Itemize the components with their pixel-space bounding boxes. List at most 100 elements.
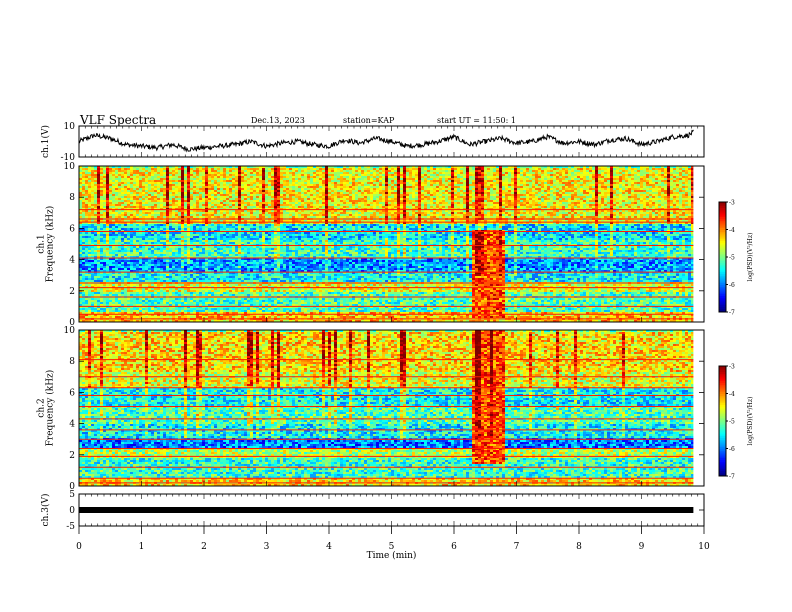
spec-cell xyxy=(82,206,85,208)
spec-cell xyxy=(124,288,127,290)
spec-cell xyxy=(139,234,142,236)
panel-2: 0246810ch.1 Frequency (kHz)-3-4-5-6-7log(… xyxy=(37,162,755,328)
spec-cell xyxy=(82,238,85,240)
spec-cell xyxy=(142,204,145,206)
spec-cell xyxy=(112,234,115,236)
spec-cell xyxy=(139,274,142,276)
spec-cell xyxy=(121,182,124,184)
spec-cell xyxy=(118,254,121,256)
spec-cell xyxy=(121,276,124,278)
spec-cell xyxy=(118,228,121,230)
spec-cell xyxy=(139,194,142,196)
spec-cell xyxy=(91,180,94,182)
spec-cell xyxy=(130,268,133,270)
spec-cell xyxy=(112,242,115,244)
spec-cell xyxy=(133,290,136,292)
spec-cell xyxy=(91,196,94,198)
spec-cell xyxy=(127,246,130,248)
spec-cell xyxy=(130,276,133,278)
spec-cell xyxy=(103,238,106,240)
spec-cell xyxy=(97,254,100,256)
spec-cell xyxy=(127,290,130,292)
spec-cell xyxy=(118,192,121,194)
spec-cell xyxy=(82,176,85,178)
spec-cell xyxy=(88,280,91,282)
spec-cell xyxy=(115,284,118,286)
spec-cell xyxy=(130,194,133,196)
spec-cell xyxy=(112,300,115,302)
spec-cell xyxy=(109,260,112,262)
spec-cell xyxy=(82,294,85,296)
spec-cell xyxy=(136,190,139,192)
spec-cell xyxy=(85,198,88,200)
spec-cell xyxy=(82,216,85,218)
spec-cell xyxy=(88,292,91,294)
spec-cell xyxy=(109,284,112,286)
spec-cell xyxy=(136,200,139,202)
spec-cell xyxy=(97,182,100,184)
spec-cell xyxy=(127,284,130,286)
spec-cell xyxy=(94,202,97,204)
spec-cell xyxy=(103,268,106,270)
spec-cell xyxy=(100,316,103,318)
spec-cell xyxy=(118,262,121,264)
spec-cell xyxy=(91,200,94,202)
spec-cell xyxy=(100,194,103,196)
spec-cell xyxy=(118,292,121,294)
spec-cell xyxy=(124,246,127,248)
spec-cell xyxy=(112,186,115,188)
spec-cell xyxy=(97,188,100,190)
spec-cell xyxy=(94,174,97,176)
spec-cell xyxy=(85,216,88,218)
spec-cell xyxy=(94,214,97,216)
spec-cell xyxy=(130,202,133,204)
spec-cell xyxy=(136,188,139,190)
spec-cell xyxy=(82,260,85,262)
spec-cell xyxy=(85,212,88,214)
spec-cell xyxy=(91,248,94,250)
spec-cell xyxy=(88,308,91,310)
spec-cell xyxy=(94,232,97,234)
spec-cell xyxy=(136,268,139,270)
spec-cell xyxy=(94,254,97,256)
spec-cell xyxy=(133,228,136,230)
spec-cell xyxy=(103,204,106,206)
spec-cell xyxy=(139,292,142,294)
spec-cell xyxy=(97,232,100,234)
spec-cell xyxy=(118,248,121,250)
spec-cell xyxy=(91,266,94,268)
spec-cell xyxy=(85,180,88,182)
spec-cell xyxy=(136,182,139,184)
spec-cell xyxy=(124,204,127,206)
spec-cell xyxy=(115,172,118,174)
spec-cell xyxy=(139,308,142,310)
spec-cell xyxy=(94,180,97,182)
spec-cell xyxy=(94,290,97,292)
spec-cell xyxy=(82,246,85,248)
spec-cell xyxy=(124,170,127,172)
spec-cell xyxy=(97,186,100,188)
spec-cell xyxy=(91,210,94,212)
spec-cell xyxy=(82,194,85,196)
spec-cell xyxy=(100,250,103,252)
spec-cell xyxy=(127,182,130,184)
spec-cell xyxy=(139,176,142,178)
spec-cell xyxy=(124,238,127,240)
spec-cell xyxy=(85,242,88,244)
spec-cell xyxy=(82,168,85,170)
spec-cell xyxy=(121,252,124,254)
spec-cell xyxy=(133,292,136,294)
spec-cell xyxy=(82,178,85,180)
spec-cell xyxy=(100,198,103,200)
spec-cell xyxy=(139,192,142,194)
spec-cell xyxy=(136,174,139,176)
spec-cell xyxy=(109,232,112,234)
spec-cell xyxy=(100,226,103,228)
spec-cell xyxy=(130,178,133,180)
spec-cell xyxy=(130,206,133,208)
spec-cell xyxy=(130,234,133,236)
spec-cell xyxy=(109,212,112,214)
spec-cell xyxy=(121,194,124,196)
spec-cell xyxy=(127,278,130,280)
spec-cell xyxy=(94,284,97,286)
